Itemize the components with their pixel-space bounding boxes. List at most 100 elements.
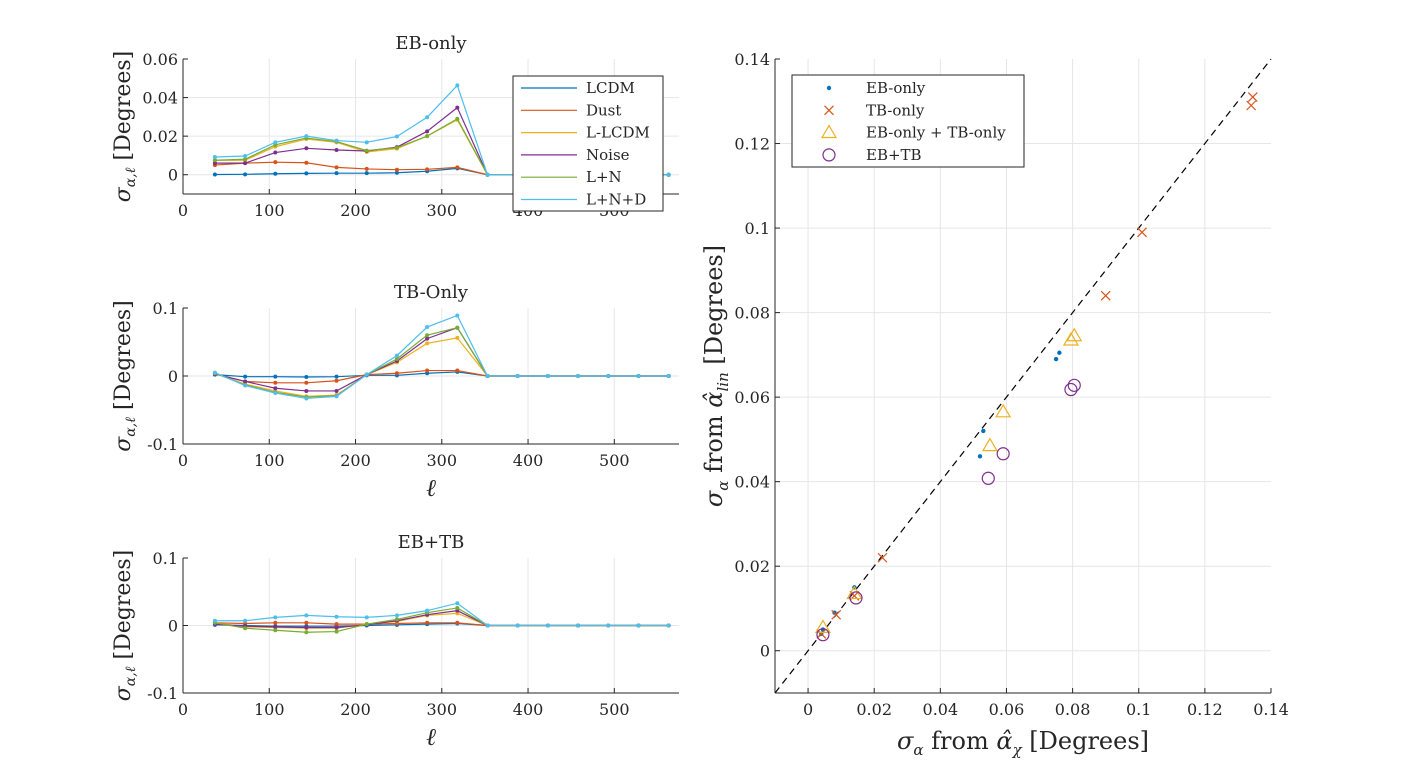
data-point-L+N+D bbox=[515, 623, 520, 628]
data-point-EB-only + TB-only bbox=[981, 437, 998, 452]
data-point-L+N bbox=[304, 630, 309, 635]
data-point-EB-only bbox=[981, 428, 986, 434]
data-point-Dust bbox=[273, 160, 278, 165]
series-line-L+N+D bbox=[214, 602, 669, 627]
legend-label-L-LCDM: L-LCDM bbox=[586, 124, 650, 142]
data-point-L+N+D bbox=[304, 613, 309, 618]
x-tick-label: 500 bbox=[599, 700, 630, 719]
x-tick-label: 0.08 bbox=[1055, 700, 1091, 719]
data-point-L+N+D bbox=[243, 618, 248, 623]
data-point-L+N+D bbox=[545, 374, 550, 378]
x-axis-label: σα from α̂χ [Degrees] bbox=[897, 727, 1149, 759]
data-point-L+N+D bbox=[273, 615, 278, 620]
data-point-Dust bbox=[334, 378, 339, 383]
y-tick-label: 0 bbox=[760, 642, 770, 661]
y-tick-label: 0.06 bbox=[142, 50, 178, 69]
y-tick-label: -0.1 bbox=[147, 684, 178, 703]
data-point-L+N+D bbox=[576, 623, 581, 628]
data-point-Dust bbox=[304, 620, 309, 625]
data-point-L+N bbox=[334, 629, 339, 634]
data-point-L+N+D bbox=[273, 140, 278, 145]
data-point-LCDM bbox=[273, 171, 278, 176]
data-point-L+N+D bbox=[243, 383, 248, 388]
data-point-Noise bbox=[304, 146, 309, 151]
data-point-EB-only bbox=[977, 454, 983, 459]
x-tick-label: 0 bbox=[178, 451, 188, 470]
data-point-Noise bbox=[425, 129, 430, 134]
data-point-TB-only bbox=[877, 552, 888, 563]
y-label-unit: [Degrees] bbox=[111, 300, 136, 417]
x-label-part: χ bbox=[1012, 741, 1023, 759]
data-point-L+N+D bbox=[334, 614, 339, 619]
x-tick-label: 0.02 bbox=[856, 700, 892, 719]
data-point-L+N+D bbox=[394, 353, 399, 358]
data-point-Dust bbox=[455, 620, 460, 625]
data-point-Noise bbox=[273, 624, 278, 629]
y-label-sigma: σ bbox=[111, 685, 136, 701]
chart-title: EB-only bbox=[395, 33, 467, 54]
y-label-sub: α,ℓ bbox=[123, 167, 139, 187]
legend-label-TB-only: TB-only bbox=[866, 101, 925, 119]
data-point-EB-only bbox=[1053, 356, 1059, 362]
data-point-EB-only + TB-only bbox=[814, 619, 831, 633]
chart-title: EB+TB bbox=[398, 532, 465, 553]
x-tick-label: 400 bbox=[513, 451, 544, 470]
x-tick-label: 300 bbox=[427, 700, 458, 719]
data-point-EB+TB bbox=[1064, 382, 1078, 397]
data-point-L+N+D bbox=[425, 325, 430, 330]
x-tick-label: 300 bbox=[427, 451, 458, 470]
y-tick-label: 0.12 bbox=[734, 135, 770, 154]
data-point-L+N+D bbox=[455, 83, 460, 88]
data-point-L+N+D bbox=[334, 138, 339, 143]
data-point-LCDM bbox=[394, 170, 399, 175]
data-point-Dust bbox=[273, 380, 278, 385]
chart-title: TB-Only bbox=[394, 282, 469, 303]
series-group bbox=[212, 313, 671, 401]
data-point-L+N bbox=[364, 622, 369, 627]
legend-label-L+N+D: L+N+D bbox=[586, 191, 646, 209]
data-point-L+N+D bbox=[212, 618, 217, 623]
data-point-L+N+D bbox=[425, 608, 430, 613]
data-point-L+N+D bbox=[636, 623, 641, 628]
data-point-EB-only bbox=[1057, 350, 1062, 355]
legend-box bbox=[791, 74, 1025, 168]
data-point-Dust bbox=[364, 166, 369, 171]
data-point-Noise bbox=[212, 161, 217, 166]
data-point-Dust bbox=[425, 167, 430, 172]
data-point-LCDM bbox=[334, 374, 339, 379]
y-axis-label: σα from α̂lin [Degrees] bbox=[700, 245, 732, 507]
data-point-L+N bbox=[425, 333, 430, 338]
data-point-TB-only bbox=[1137, 227, 1147, 238]
x-tick-label: 200 bbox=[340, 700, 371, 719]
data-point-LCDM bbox=[364, 171, 369, 176]
data-point-Noise bbox=[425, 336, 430, 341]
y-axis-label: σα,ℓ [Degrees] bbox=[111, 550, 139, 702]
x-label-part: α bbox=[913, 741, 923, 759]
data-point-Noise bbox=[334, 388, 339, 393]
y-tick-label: 0.04 bbox=[734, 473, 770, 492]
series-group bbox=[212, 601, 671, 635]
y-label-part: lin bbox=[714, 372, 732, 391]
x-axis-label: ℓ bbox=[426, 474, 436, 502]
data-point-L+N+D bbox=[666, 374, 671, 378]
legend-marker-EB-only + TB-only bbox=[820, 124, 838, 139]
data-point-L+N bbox=[455, 116, 460, 121]
data-point-LCDM bbox=[243, 172, 248, 177]
y-label-sub: α,ℓ bbox=[123, 666, 139, 686]
data-point-L+N bbox=[394, 617, 399, 622]
x-tick-label: 100 bbox=[254, 700, 285, 719]
data-point-L+N+D bbox=[304, 134, 309, 139]
reference-line bbox=[774, 58, 1272, 694]
legend-label-EB+TB: EB+TB bbox=[866, 146, 922, 164]
data-point-TB-only bbox=[1100, 290, 1111, 301]
data-point-Dust bbox=[394, 371, 399, 376]
y-tick-label: 0.04 bbox=[142, 89, 178, 108]
data-point-L+N+D bbox=[485, 623, 490, 628]
legend-marker-EB+TB bbox=[822, 148, 836, 162]
x-tick-label: 0 bbox=[178, 201, 188, 220]
data-point-L+N+D bbox=[455, 313, 460, 318]
y-tick-label: 0.1 bbox=[153, 549, 178, 568]
data-point-Dust bbox=[304, 160, 309, 165]
